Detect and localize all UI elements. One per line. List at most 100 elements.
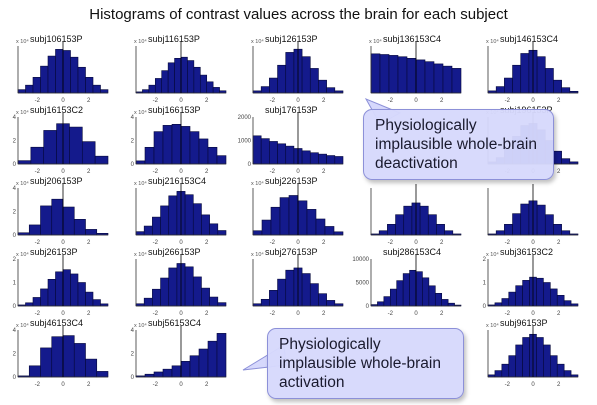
y-exponent-label: x 10⁴ [486,38,499,45]
histogram-bar [78,67,86,93]
histogram-bar [310,153,318,164]
histogram-bar [48,279,56,306]
histogram-bar [521,204,529,235]
x-tick-label: 0 [531,311,535,317]
subject-label: subj176153P [265,105,318,115]
histogram-bar [217,333,226,377]
x-tick-label: 2 [557,382,561,388]
x-tick-label: 2 [322,98,326,104]
x-tick-label: 2 [557,311,561,317]
x-tick-label: 0 [414,240,418,246]
x-tick-label: -2 [35,240,41,246]
subject-label: subj206153P [30,176,83,186]
histogram-bar [404,206,412,235]
histogram-bar [218,303,226,306]
x-tick-label: 0 [296,169,300,175]
histogram-bar [513,214,521,235]
x-tick-label: 0 [61,240,65,246]
histogram-bar [410,270,416,306]
x-tick-label: 0 [61,169,65,175]
histogram-panel: -2 0 2 0 2 4x 10⁴ subj46153C4 [13,318,108,388]
subject-label: subj96153P [500,318,548,328]
histogram-bar [318,294,326,306]
x-tick-label: 2 [557,240,561,246]
histogram-bar [190,132,199,164]
subject-label: subj16153C2 [30,105,83,115]
x-tick-label: 2 [205,240,209,246]
x-tick-label: -2 [270,98,276,104]
histogram-panel: -2 0 2 [488,184,578,246]
x-tick-label: -2 [388,240,394,246]
histogram-bar [169,268,177,306]
subject-label: subj126153P [265,34,318,44]
x-tick-label: 0 [531,98,535,104]
histogram-bar [307,209,316,235]
histogram-bar [161,206,169,235]
histogram-bar [553,80,561,93]
subject-label: subj46153C4 [30,318,83,328]
subject-label: subj106153P [30,34,83,44]
histogram-panel: -2 0 2 x 10⁴ subj116153P [134,34,226,104]
histogram-bar [553,224,561,235]
histogram-bar [496,87,504,93]
x-tick-label: 0 [179,311,183,317]
histogram-bar [286,270,294,306]
histogram-bar [56,272,64,306]
x-tick-label: 2 [440,311,444,317]
histogram-bar [523,280,530,306]
x-tick-label: -2 [505,240,511,246]
histogram-bar [52,337,63,377]
histogram-bar [208,147,217,164]
histogram-bar [208,341,217,377]
x-tick-label: 0 [296,311,300,317]
histogram-bar [218,231,226,235]
histogram-panel: -2 0 2024x 10⁴ subj206153P [13,176,108,246]
histogram-bar [562,88,570,93]
subject-label: subj216153C4 [148,176,206,186]
x-tick-label: 2 [205,98,209,104]
y-tick-label: 0 [366,304,370,310]
histogram-bar [397,281,403,306]
histogram-bar [63,336,74,377]
x-tick-label: 0 [179,169,183,175]
histogram-bar [152,217,160,235]
histogram-bar [261,87,269,93]
y-tick-label: 5000 [356,281,370,287]
histogram-bar [269,290,277,306]
histogram-bar [407,58,416,93]
histogram-bar [44,130,57,164]
histogram-bar [310,284,318,306]
histogram-bar [97,371,108,377]
y-tick-label: 10000 [352,257,369,263]
x-tick-label: 2 [205,382,209,388]
callout-activation: Physiologically implausible whole-brain … [267,328,464,399]
histogram-bar [163,369,172,377]
histogram-bar [217,156,226,164]
histogram-bar [154,372,163,377]
histogram-bar [101,90,109,93]
histogram-bar [18,161,31,164]
histogram-bar [443,66,452,93]
histogram-bar [213,87,219,93]
histogram-bar [154,132,163,164]
histogram-bar [325,226,334,235]
x-tick-label: 0 [296,98,300,104]
y-tick-label: 1 [483,281,487,287]
histogram-bar [302,57,310,93]
histogram-panel: -2 0 2x 10⁴ subj136153C4 [369,34,461,104]
histogram-panel: -2 0 2x 10⁴ subj96153P [486,318,578,388]
subject-label: subj286153C4 [383,247,441,257]
histogram-bar [377,302,383,306]
y-exponent-label: x 10⁴ [251,251,264,258]
x-tick-label: -2 [505,382,511,388]
x-tick-label: 0 [61,98,65,104]
histogram-bar [416,60,425,93]
histogram-bar [136,161,145,164]
y-tick-label: 2 [131,352,135,358]
x-tick-label: 0 [531,240,535,246]
y-exponent-label: x 10⁴ [134,251,147,258]
x-tick-label: -2 [270,169,276,175]
histogram-bar [537,57,545,93]
histogram-bar [550,356,557,377]
x-tick-label: -2 [35,98,41,104]
